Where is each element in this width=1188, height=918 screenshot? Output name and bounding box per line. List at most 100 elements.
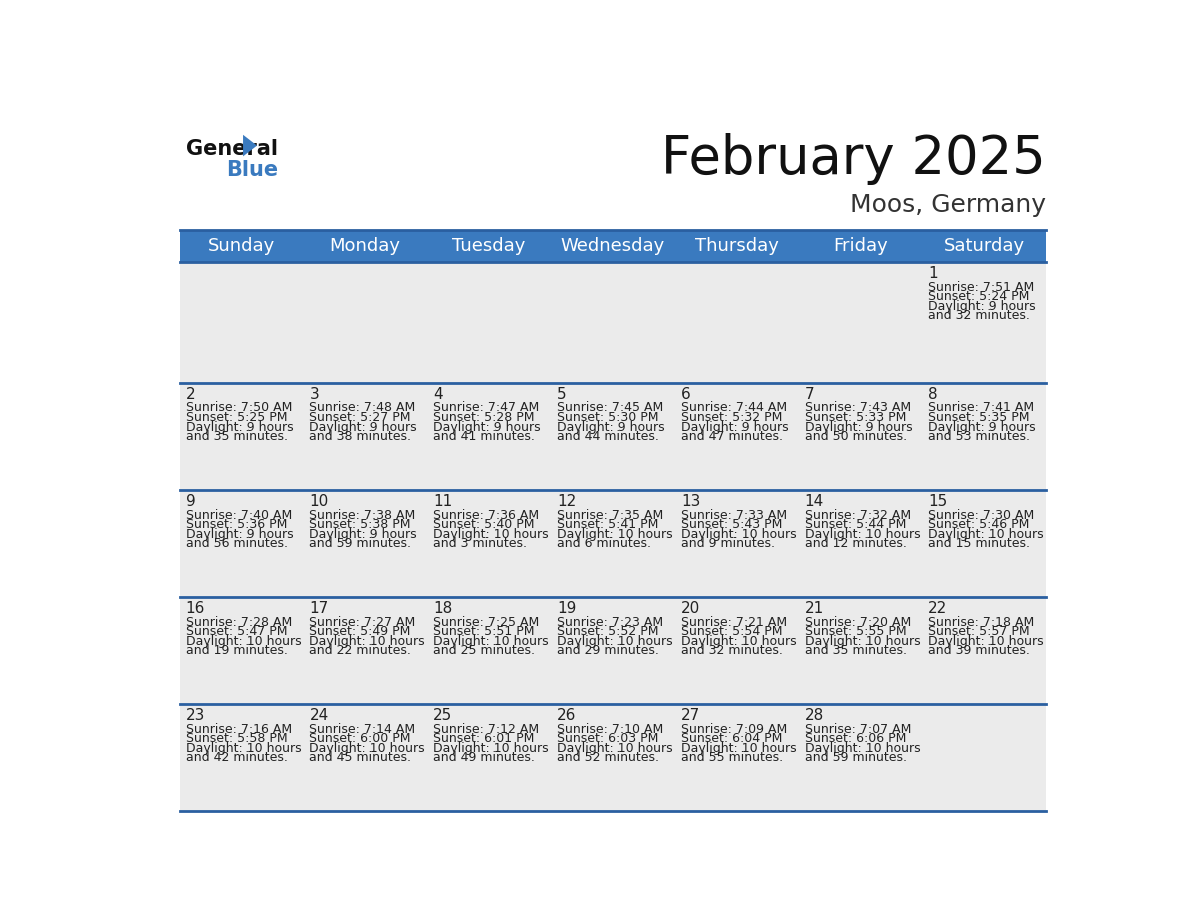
Text: 13: 13 (681, 494, 700, 509)
Text: and 29 minutes.: and 29 minutes. (557, 644, 659, 657)
Text: Friday: Friday (833, 237, 887, 254)
Text: Sunset: 5:33 PM: Sunset: 5:33 PM (804, 411, 906, 424)
Text: 3: 3 (310, 387, 320, 402)
Text: Daylight: 9 hours: Daylight: 9 hours (804, 420, 912, 433)
Text: Sunrise: 7:33 AM: Sunrise: 7:33 AM (681, 509, 786, 521)
Text: Sunrise: 7:32 AM: Sunrise: 7:32 AM (804, 509, 911, 521)
Text: Sunrise: 7:18 AM: Sunrise: 7:18 AM (928, 616, 1035, 629)
Text: Sunday: Sunday (208, 237, 274, 254)
Text: Sunrise: 7:10 AM: Sunrise: 7:10 AM (557, 722, 663, 735)
Text: 2: 2 (185, 387, 195, 402)
Text: and 49 minutes.: and 49 minutes. (434, 751, 535, 765)
Text: and 42 minutes.: and 42 minutes. (185, 751, 287, 765)
Text: and 59 minutes.: and 59 minutes. (804, 751, 906, 765)
Text: Sunset: 5:38 PM: Sunset: 5:38 PM (310, 518, 411, 532)
Text: Sunset: 5:32 PM: Sunset: 5:32 PM (681, 411, 782, 424)
Text: and 22 minutes.: and 22 minutes. (310, 644, 411, 657)
Text: Sunrise: 7:14 AM: Sunrise: 7:14 AM (310, 722, 416, 735)
Text: Daylight: 10 hours: Daylight: 10 hours (185, 634, 302, 648)
Text: Sunset: 5:54 PM: Sunset: 5:54 PM (681, 625, 783, 638)
Text: and 50 minutes.: and 50 minutes. (804, 431, 906, 443)
Text: and 53 minutes.: and 53 minutes. (928, 431, 1030, 443)
Bar (179, 383, 303, 489)
Text: Saturday: Saturday (943, 237, 1024, 254)
Text: Sunset: 6:03 PM: Sunset: 6:03 PM (557, 733, 658, 745)
Bar (426, 489, 551, 597)
Text: Sunrise: 7:45 AM: Sunrise: 7:45 AM (557, 401, 663, 415)
Bar (426, 704, 551, 811)
Text: Sunset: 6:04 PM: Sunset: 6:04 PM (681, 733, 782, 745)
Text: and 19 minutes.: and 19 minutes. (185, 644, 287, 657)
Text: Sunset: 5:41 PM: Sunset: 5:41 PM (557, 518, 658, 532)
Text: and 15 minutes.: and 15 minutes. (928, 537, 1030, 550)
Text: Daylight: 10 hours: Daylight: 10 hours (185, 742, 302, 755)
Bar (426, 230, 551, 262)
Text: Sunrise: 7:40 AM: Sunrise: 7:40 AM (185, 509, 292, 521)
Text: Daylight: 10 hours: Daylight: 10 hours (310, 634, 425, 648)
Text: Sunset: 5:55 PM: Sunset: 5:55 PM (804, 625, 906, 638)
Text: 28: 28 (804, 709, 823, 723)
Bar (551, 383, 675, 489)
Text: Sunset: 5:57 PM: Sunset: 5:57 PM (928, 625, 1030, 638)
Text: Daylight: 10 hours: Daylight: 10 hours (434, 742, 549, 755)
Bar (179, 704, 303, 811)
Text: 25: 25 (434, 709, 453, 723)
Bar (551, 597, 675, 704)
Text: 21: 21 (804, 601, 823, 616)
Text: 26: 26 (557, 709, 576, 723)
Text: Sunset: 5:25 PM: Sunset: 5:25 PM (185, 411, 287, 424)
Text: Daylight: 10 hours: Daylight: 10 hours (804, 634, 921, 648)
Text: Sunset: 5:43 PM: Sunset: 5:43 PM (681, 518, 782, 532)
Bar (798, 704, 922, 811)
Text: Daylight: 10 hours: Daylight: 10 hours (928, 528, 1044, 541)
Bar (798, 230, 922, 262)
Text: and 38 minutes.: and 38 minutes. (310, 431, 411, 443)
Text: Sunset: 5:49 PM: Sunset: 5:49 PM (310, 625, 411, 638)
Text: 17: 17 (310, 601, 329, 616)
Text: Sunrise: 7:20 AM: Sunrise: 7:20 AM (804, 616, 911, 629)
Text: Daylight: 10 hours: Daylight: 10 hours (681, 634, 796, 648)
Text: 14: 14 (804, 494, 823, 509)
Text: and 32 minutes.: and 32 minutes. (928, 309, 1030, 322)
Text: and 35 minutes.: and 35 minutes. (804, 644, 906, 657)
Text: 16: 16 (185, 601, 206, 616)
Text: Sunrise: 7:51 AM: Sunrise: 7:51 AM (928, 281, 1035, 294)
Text: and 12 minutes.: and 12 minutes. (804, 537, 906, 550)
Text: Daylight: 9 hours: Daylight: 9 hours (557, 420, 664, 433)
Text: Moos, Germany: Moos, Germany (849, 194, 1045, 218)
Bar (179, 230, 303, 262)
Text: Daylight: 10 hours: Daylight: 10 hours (681, 528, 796, 541)
Text: 6: 6 (681, 387, 690, 402)
Text: 1: 1 (928, 266, 939, 282)
Text: Sunset: 5:28 PM: Sunset: 5:28 PM (434, 411, 535, 424)
Text: and 45 minutes.: and 45 minutes. (310, 751, 411, 765)
Text: Sunset: 5:58 PM: Sunset: 5:58 PM (185, 733, 287, 745)
Bar (675, 597, 798, 704)
Text: Sunset: 5:30 PM: Sunset: 5:30 PM (557, 411, 658, 424)
Text: Daylight: 9 hours: Daylight: 9 hours (185, 528, 293, 541)
Bar (922, 383, 1045, 489)
Text: 4: 4 (434, 387, 443, 402)
Text: Sunrise: 7:30 AM: Sunrise: 7:30 AM (928, 509, 1035, 521)
Text: and 6 minutes.: and 6 minutes. (557, 537, 651, 550)
Text: Sunset: 5:35 PM: Sunset: 5:35 PM (928, 411, 1030, 424)
Bar (798, 597, 922, 704)
Text: 11: 11 (434, 494, 453, 509)
Text: and 25 minutes.: and 25 minutes. (434, 644, 536, 657)
Bar (303, 704, 426, 811)
Text: Sunset: 5:27 PM: Sunset: 5:27 PM (310, 411, 411, 424)
Text: Sunset: 5:47 PM: Sunset: 5:47 PM (185, 625, 287, 638)
Text: Tuesday: Tuesday (453, 237, 525, 254)
Text: Sunset: 5:36 PM: Sunset: 5:36 PM (185, 518, 287, 532)
Text: Daylight: 10 hours: Daylight: 10 hours (557, 742, 672, 755)
Text: and 32 minutes.: and 32 minutes. (681, 644, 783, 657)
Text: and 35 minutes.: and 35 minutes. (185, 431, 287, 443)
Text: Sunrise: 7:25 AM: Sunrise: 7:25 AM (434, 616, 539, 629)
Text: 5: 5 (557, 387, 567, 402)
Text: Blue: Blue (226, 161, 278, 180)
Text: Sunrise: 7:50 AM: Sunrise: 7:50 AM (185, 401, 292, 415)
Text: Sunrise: 7:12 AM: Sunrise: 7:12 AM (434, 722, 539, 735)
Text: Sunrise: 7:23 AM: Sunrise: 7:23 AM (557, 616, 663, 629)
Text: 9: 9 (185, 494, 196, 509)
Text: 10: 10 (310, 494, 329, 509)
